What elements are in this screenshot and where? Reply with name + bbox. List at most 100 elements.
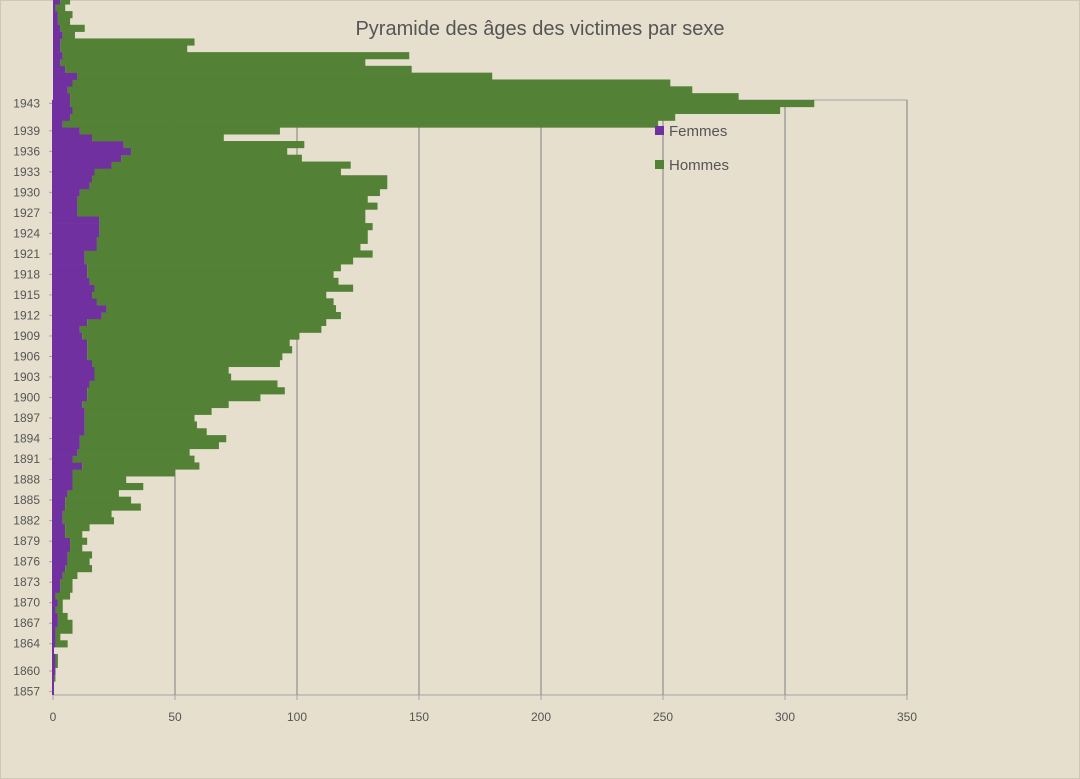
bar-hommes: [60, 578, 73, 586]
bar-femmes: [53, 544, 71, 552]
bar-femmes: [53, 524, 66, 532]
bar-hommes: [57, 619, 73, 627]
bar-femmes: [53, 653, 56, 662]
bar-femmes: [53, 517, 63, 525]
legend-swatch-hommes: [655, 160, 664, 169]
bar-hommes: [55, 653, 58, 662]
y-tick-label: 1867: [13, 616, 40, 630]
y-tick-label: 1882: [13, 514, 40, 528]
bar-hommes: [87, 264, 341, 272]
bar-hommes: [57, 612, 68, 621]
bar-femmes: [53, 291, 93, 299]
bar-hommes: [94, 366, 229, 374]
bar-hommes: [82, 462, 200, 470]
y-tick-label: 1915: [13, 288, 40, 302]
bar-hommes: [123, 141, 305, 149]
bar-hommes: [65, 65, 412, 73]
bar-hommes: [79, 441, 219, 450]
bar-femmes: [53, 0, 61, 5]
bar-femmes: [53, 332, 83, 340]
bar-femmes: [53, 462, 83, 470]
bar-femmes: [53, 106, 73, 114]
y-tick-label: 1924: [13, 226, 40, 240]
bar-femmes: [53, 58, 61, 67]
y-tick-label: 1864: [13, 637, 40, 651]
legend-label-femmes: Femmes: [669, 123, 727, 140]
bar-hommes: [72, 79, 671, 87]
bar-femmes: [53, 100, 71, 108]
bar-femmes: [53, 113, 71, 121]
bar-femmes: [53, 318, 88, 326]
bar-hommes: [72, 455, 195, 463]
bar-femmes: [53, 400, 83, 409]
bar-femmes: [53, 93, 71, 101]
bar-femmes: [53, 619, 58, 627]
bar-hommes: [79, 435, 227, 443]
bar-hommes: [70, 544, 83, 552]
bar-hommes: [111, 161, 351, 169]
bar-femmes: [53, 565, 66, 573]
bar-femmes: [53, 161, 112, 169]
bar-hommes: [99, 216, 366, 224]
bar-hommes: [65, 565, 93, 573]
bar-hommes: [96, 298, 334, 306]
bar-hommes: [65, 503, 141, 511]
bar-hommes: [92, 175, 388, 183]
bar-femmes: [53, 667, 56, 675]
bar-hommes: [99, 229, 368, 238]
bar-hommes: [70, 100, 815, 108]
bar-hommes: [67, 86, 693, 94]
bar-femmes: [53, 496, 66, 504]
bar-hommes: [87, 270, 334, 279]
bar-femmes: [53, 127, 80, 135]
y-tick-label: 1894: [13, 432, 40, 446]
bar-femmes: [53, 366, 95, 374]
bar-hommes: [60, 45, 188, 53]
legend-label-hommes: Hommes: [669, 157, 729, 174]
bar-femmes: [53, 182, 90, 190]
y-tick-label: 1912: [13, 308, 40, 322]
bar-femmes: [53, 202, 78, 210]
bar-hommes: [72, 106, 781, 114]
y-tick-label: 1876: [13, 555, 40, 569]
bar-femmes: [53, 380, 90, 388]
legend-swatch-femmes: [655, 126, 664, 135]
bar-hommes: [92, 359, 280, 368]
y-tick-label: 1909: [13, 329, 40, 343]
bar-hommes: [94, 284, 354, 292]
y-tick-label: 1906: [13, 349, 40, 363]
bar-femmes: [53, 537, 71, 545]
bar-hommes: [72, 482, 144, 491]
bar-hommes: [62, 517, 114, 525]
bar-femmes: [53, 346, 88, 354]
bar-femmes: [53, 31, 63, 39]
y-tick-label: 1891: [13, 452, 40, 466]
bar-femmes: [53, 441, 80, 450]
bar-femmes: [53, 407, 85, 415]
bar-hommes: [60, 0, 71, 5]
bar-hommes: [62, 120, 659, 128]
bar-femmes: [53, 257, 85, 265]
y-tick-label: 1939: [13, 124, 40, 138]
bar-femmes: [53, 209, 78, 217]
y-tick-label: 1873: [13, 575, 40, 589]
bar-hommes: [87, 394, 261, 402]
bar-femmes: [53, 503, 66, 511]
bar-femmes: [53, 585, 61, 593]
bar-hommes: [77, 209, 366, 217]
bar-femmes: [53, 394, 88, 402]
y-tick-label: 1860: [13, 664, 40, 678]
bar-hommes: [57, 17, 71, 26]
y-tick-label: 1888: [13, 473, 40, 487]
bar-hommes: [67, 551, 93, 559]
bar-hommes: [67, 489, 119, 497]
bar-femmes: [53, 551, 68, 559]
bar-hommes: [77, 72, 493, 80]
bar-femmes: [53, 277, 90, 285]
bar-femmes: [53, 86, 68, 94]
bar-hommes: [94, 373, 232, 381]
bar-femmes: [53, 633, 56, 641]
bar-femmes: [53, 448, 78, 456]
bar-femmes: [53, 482, 73, 491]
